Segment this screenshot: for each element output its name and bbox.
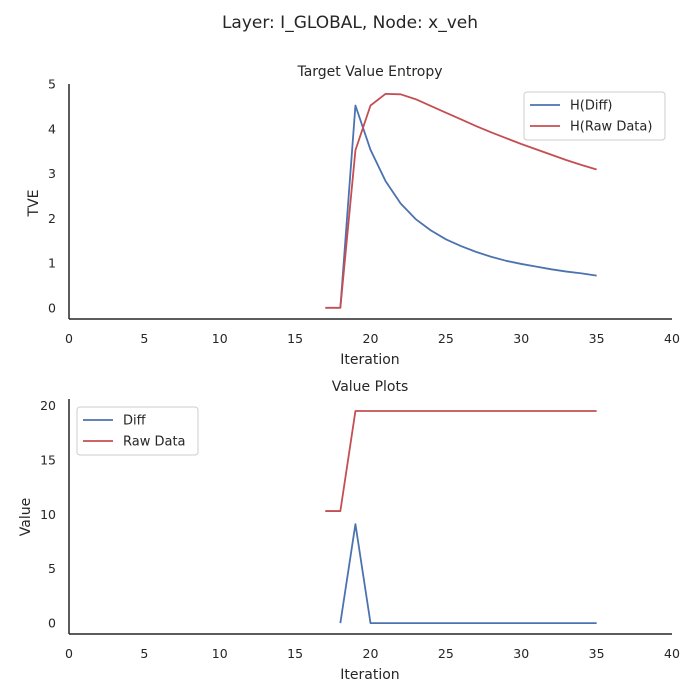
chart-title: Target Value Entropy <box>296 64 442 80</box>
y-axis-label: TVE <box>26 190 42 218</box>
x-tick-label: 40 <box>664 646 680 661</box>
x-tick-label: 20 <box>363 646 379 661</box>
x-tick-label: 10 <box>212 331 228 346</box>
y-tick-label: 5 <box>48 77 56 92</box>
axes: 0 5 10 15 20 25 30 35 40 0 1 2 3 4 5 <box>48 77 680 347</box>
x-tick-label: 5 <box>140 646 148 661</box>
series-line-h-diff <box>339 104 597 308</box>
y-tick-label: 2 <box>48 211 56 226</box>
legend-label: H(Raw Data) <box>570 120 652 135</box>
figure-title: Layer: I_GLOBAL, Node: x_veh <box>222 13 478 33</box>
series-line-h-raw-data <box>325 92 597 309</box>
x-tick-label: 35 <box>589 646 605 661</box>
entropy-chart-panel: Target Value Entropy Iteration TVE 0 5 10 1… <box>26 64 680 368</box>
x-axis-label: Iteration <box>340 667 399 683</box>
x-tick-label: 35 <box>589 331 605 346</box>
chart-title: Value Plots <box>332 379 409 395</box>
legend-box <box>76 406 199 456</box>
series-line-raw-data <box>325 410 597 512</box>
y-tick-label: 4 <box>48 121 56 136</box>
x-tick-label: 15 <box>287 646 303 661</box>
legend-label: Raw Data <box>123 435 186 450</box>
series-line-diff <box>339 523 597 625</box>
y-tick-label: 1 <box>48 256 56 271</box>
x-tick-label: 20 <box>363 331 379 346</box>
y-tick-label: 0 <box>48 300 56 315</box>
x-tick-label: 25 <box>438 646 454 661</box>
plot-lines <box>325 410 597 625</box>
x-tick-label: 0 <box>65 331 73 346</box>
y-tick-label: 5 <box>48 561 56 576</box>
y-axis-label: Value <box>18 498 34 536</box>
x-tick-label: 30 <box>513 646 529 661</box>
legend-box <box>523 91 666 141</box>
x-tick-label: 30 <box>513 331 529 346</box>
axes: 0 5 10 15 20 25 30 35 40 0 5 10 15 20 <box>40 398 680 661</box>
legend-label: H(Diff) <box>570 99 613 114</box>
legend-label: Diff <box>123 414 147 429</box>
y-tick-label: 0 <box>48 616 56 631</box>
y-tick-label: 20 <box>40 398 56 413</box>
x-tick-label: 25 <box>438 331 454 346</box>
y-tick-label: 15 <box>40 452 56 467</box>
y-tick-label: 10 <box>40 507 56 522</box>
y-tick-label: 3 <box>48 166 56 181</box>
x-tick-label: 5 <box>140 331 148 346</box>
value-chart-panel: Value Plots Iteration Value 0 5 10 15 20 25 30… <box>18 379 680 683</box>
x-tick-label: 15 <box>287 331 303 346</box>
x-axis-label: Iteration <box>340 352 399 368</box>
legend: H(Diff) H(Raw Data) <box>523 91 666 141</box>
plot-lines <box>325 92 597 309</box>
x-tick-label: 0 <box>65 646 73 661</box>
x-tick-label: 40 <box>664 331 680 346</box>
legend: Diff Raw Data <box>76 406 199 456</box>
x-tick-label: 10 <box>212 646 228 661</box>
